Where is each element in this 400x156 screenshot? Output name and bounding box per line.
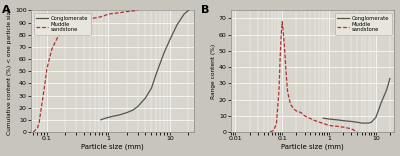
Y-axis label: Cumulative content (%) < one particle size: Cumulative content (%) < one particle si… bbox=[7, 7, 12, 135]
Legend: Conglomerate, Muddle
sandstone: Conglomerate, Muddle sandstone bbox=[335, 13, 392, 35]
Text: B: B bbox=[202, 5, 210, 15]
Text: A: A bbox=[2, 5, 10, 15]
Y-axis label: Range content (%): Range content (%) bbox=[211, 44, 216, 99]
X-axis label: Particle size (mm): Particle size (mm) bbox=[81, 144, 144, 150]
Legend: Conglomerate, Muddle
sandstone: Conglomerate, Muddle sandstone bbox=[34, 13, 90, 35]
X-axis label: Particle size (mm): Particle size (mm) bbox=[281, 144, 344, 150]
